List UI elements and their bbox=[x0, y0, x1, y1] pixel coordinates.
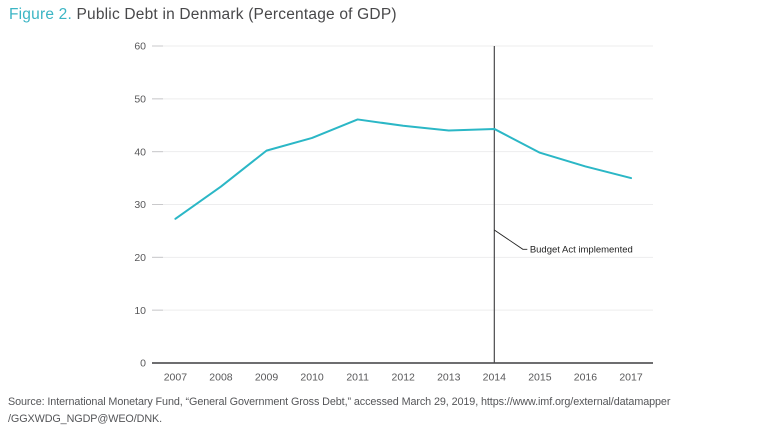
source-line-2: /GGXWDG_NGDP@WEO/DNK. bbox=[8, 413, 163, 426]
x-tick-label: 2015 bbox=[528, 372, 552, 384]
x-tick-label: 2009 bbox=[255, 372, 279, 384]
figure-number-label: Figure 2. bbox=[9, 6, 72, 23]
source-note: Source: International Monetary Fund, “Ge… bbox=[8, 394, 764, 429]
x-tick-label: 2008 bbox=[209, 372, 233, 384]
y-tick-label: 0 bbox=[140, 358, 146, 370]
x-tick-label: 2013 bbox=[437, 372, 461, 384]
figure-title-text: Public Debt in Denmark (Percentage of GD… bbox=[71, 6, 397, 23]
annotation-leader-line bbox=[494, 229, 528, 250]
x-tick-label: 2014 bbox=[483, 372, 507, 384]
y-tick-label: 20 bbox=[134, 252, 146, 264]
y-axis-ticks bbox=[152, 45, 163, 311]
y-tick-label: 30 bbox=[134, 199, 146, 211]
x-axis-tick-labels: 2007 2008 2009 2010 2011 2012 2013 2014 2015 2016… bbox=[164, 372, 643, 384]
x-tick-label: 2012 bbox=[392, 372, 416, 384]
y-tick-label: 40 bbox=[134, 146, 146, 158]
source-line-1: Source: International Monetary Fund, “Ge… bbox=[8, 396, 671, 408]
y-axis-tick-labels: 0 10 20 30 40 50 60 bbox=[134, 41, 146, 370]
x-tick-label: 2007 bbox=[164, 372, 188, 384]
x-tick-label: 2017 bbox=[619, 372, 643, 384]
x-tick-label: 2010 bbox=[300, 372, 324, 384]
annotation-label: Budget Act implemented bbox=[530, 245, 633, 256]
figure-title: Figure 2. Public Debt in Denmark (Percen… bbox=[9, 6, 397, 24]
x-tick-label: 2011 bbox=[346, 372, 369, 384]
debt-trend-line bbox=[174, 118, 632, 220]
x-tick-label: 2016 bbox=[574, 372, 598, 384]
y-tick-label: 10 bbox=[134, 305, 146, 317]
y-tick-label: 60 bbox=[134, 41, 146, 53]
y-tick-label: 50 bbox=[134, 94, 146, 106]
y-gridlines bbox=[152, 45, 653, 311]
